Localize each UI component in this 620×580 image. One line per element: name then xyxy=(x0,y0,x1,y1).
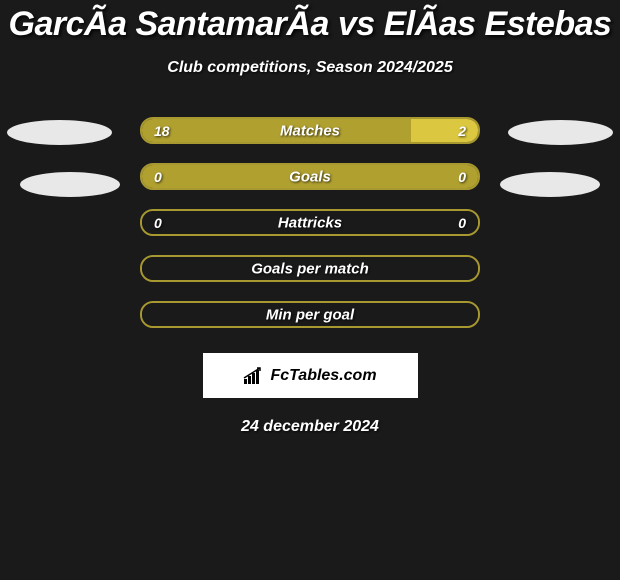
stat-value-left: 18 xyxy=(154,123,170,139)
stat-label: Min per goal xyxy=(266,306,354,323)
stat-bar-goals-per-match: Goals per match xyxy=(140,255,480,282)
stat-label: Goals per match xyxy=(251,260,369,277)
stat-value-left: 0 xyxy=(154,169,162,185)
stat-label: Goals xyxy=(289,168,331,185)
stat-label: Hattricks xyxy=(278,214,342,231)
player-indicator-right-2 xyxy=(500,172,600,197)
stat-label: Matches xyxy=(280,122,340,139)
stat-bar-hattricks: 0 Hattricks 0 xyxy=(140,209,480,236)
season-subtitle: Club competitions, Season 2024/2025 xyxy=(0,59,620,77)
player-indicator-left-2 xyxy=(20,172,120,197)
bar-fill-left xyxy=(142,119,411,142)
stat-bars-container: 18 Matches 2 0 Goals 0 0 Hattricks 0 xyxy=(0,117,620,328)
stat-bar-matches: 18 Matches 2 xyxy=(140,117,480,144)
stat-value-left: 0 xyxy=(154,215,162,231)
player-indicator-left-1 xyxy=(7,120,112,145)
stat-bar-goals: 0 Goals 0 xyxy=(140,163,480,190)
brand-name: FcTables.com xyxy=(270,367,376,385)
stat-value-right: 0 xyxy=(458,169,466,185)
comparison-title: GarcÃ­a SantamarÃ­a vs ElÃ­as Estebas xyxy=(0,5,620,44)
main-container: GarcÃ­a SantamarÃ­a vs ElÃ­as Estebas Cl… xyxy=(0,0,620,436)
chart-icon xyxy=(243,367,265,385)
date-text: 24 december 2024 xyxy=(0,418,620,436)
brand-box[interactable]: FcTables.com xyxy=(203,353,418,398)
stat-value-right: 2 xyxy=(458,123,466,139)
stat-bar-min-per-goal: Min per goal xyxy=(140,301,480,328)
bar-fill-right xyxy=(411,119,478,142)
player-indicator-right-1 xyxy=(508,120,613,145)
stat-value-right: 0 xyxy=(458,215,466,231)
stats-area: 18 Matches 2 0 Goals 0 0 Hattricks 0 xyxy=(0,117,620,436)
